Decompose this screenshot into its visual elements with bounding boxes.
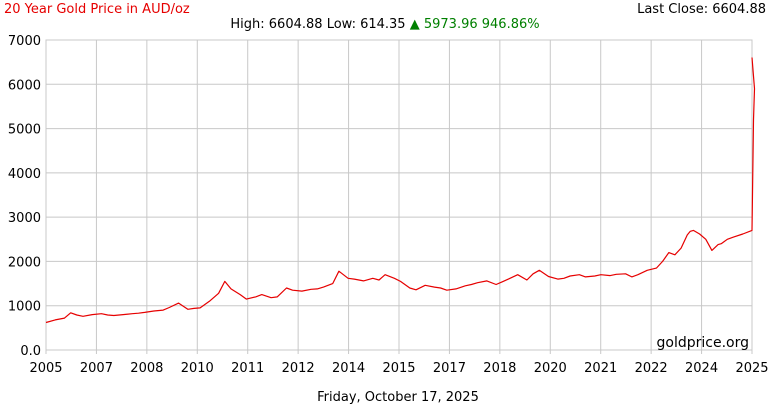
x-axis: 2005 2007 2008 2010 2011 2012 2014 2015 2017 2018… xyxy=(29,361,768,376)
x-tick-label: 2015 xyxy=(382,361,415,376)
y-axis: 0.0 1000 2000 3000 4000 5000 6000 7000 xyxy=(8,34,41,359)
x-tick-label: 2022 xyxy=(635,361,668,376)
y-tick-label: 4000 xyxy=(8,167,41,182)
x-tick-label: 2014 xyxy=(332,361,365,376)
chart-title: 20 Year Gold Price in AUD/oz xyxy=(4,2,190,17)
up-arrow-icon: ▲ xyxy=(409,17,420,32)
x-tick-label: 2018 xyxy=(483,361,516,376)
y-tick-label: 2000 xyxy=(8,255,41,270)
x-tick-label: 2010 xyxy=(181,361,214,376)
x-tick-label: 2021 xyxy=(584,361,617,376)
x-tick-label: 2007 xyxy=(80,361,113,376)
x-tick-label: 2024 xyxy=(685,361,718,376)
x-tick-label: 2008 xyxy=(130,361,163,376)
x-tick-label: 2020 xyxy=(534,361,567,376)
last-close-label: Last Close: 6604.88 xyxy=(637,2,766,17)
chart-grid xyxy=(45,39,753,354)
price-series-line xyxy=(45,57,756,324)
y-tick-label: 0.0 xyxy=(20,344,41,359)
footer-date: Friday, October 17, 2025 xyxy=(317,390,479,405)
x-tick-label: 2017 xyxy=(433,361,466,376)
y-tick-label: 5000 xyxy=(8,123,41,138)
change-value: 5973.96 xyxy=(423,17,478,32)
high-value: High: 6604.88 xyxy=(230,17,323,32)
x-tick-label: 2005 xyxy=(29,361,62,376)
y-tick-label: 1000 xyxy=(8,300,41,315)
y-tick-label: 7000 xyxy=(8,34,41,49)
low-value: Low: 614.35 xyxy=(326,17,406,32)
change-percent: 946.86% xyxy=(481,17,540,32)
x-tick-label: 2012 xyxy=(282,361,315,376)
y-tick-label: 3000 xyxy=(8,211,41,226)
x-tick-label: 2025 xyxy=(735,361,768,376)
stats-line: High: 6604.88 Low: 614.35 ▲ 5973.96 946.… xyxy=(0,17,770,32)
goldprice-watermark: goldprice.org xyxy=(657,335,749,351)
x-tick-label: 2011 xyxy=(231,361,264,376)
y-tick-label: 6000 xyxy=(8,78,41,93)
